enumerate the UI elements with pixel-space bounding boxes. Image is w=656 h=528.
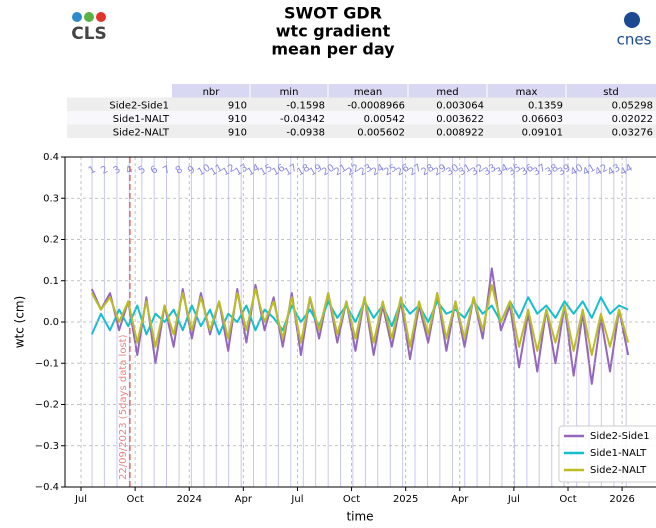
- cycle-label: 9: [186, 164, 197, 177]
- table-cell: Side2-Side1: [109, 100, 169, 111]
- table-cell: -0.04342: [280, 114, 325, 125]
- x-tick-label: 2024: [177, 494, 202, 505]
- table-cell: Side1-NALT: [113, 114, 170, 125]
- logo-dot: [84, 12, 94, 22]
- cycle-label: 6: [149, 164, 160, 177]
- table-header: std: [603, 87, 618, 98]
- table-header-bg: [172, 84, 656, 98]
- chart-title: mean per day: [271, 40, 395, 59]
- legend-label: Side1-NALT: [590, 448, 647, 459]
- table-cell: -0.0008966: [347, 100, 405, 111]
- table-row-bg: [67, 97, 656, 111]
- chart-title: wtc gradient: [276, 22, 391, 41]
- table-cell: 0.005602: [357, 127, 405, 138]
- table-cell: 0.1359: [528, 100, 563, 111]
- y-tick-label: 0.0: [43, 317, 59, 328]
- cycle-label: 44: [618, 162, 635, 178]
- cycle-label: 2: [99, 164, 110, 177]
- x-tick-label: Apr: [451, 494, 469, 505]
- table-cell: 910: [228, 114, 247, 125]
- y-tick-label: 0.2: [43, 235, 59, 246]
- x-tick-label: Jul: [507, 494, 520, 505]
- table-cell: -0.1598: [286, 100, 325, 111]
- table-cell: -0.0938: [286, 127, 325, 138]
- table-cell: 0.003622: [436, 114, 484, 125]
- table-header: nbr: [203, 87, 221, 98]
- legend-label: Side2-Side1: [590, 431, 650, 442]
- cycle-label: 5: [137, 164, 148, 177]
- series-line: [90, 296, 629, 336]
- table-cell: 0.003064: [436, 100, 484, 111]
- plot-area: 1234567891011121314151617181920212223242…: [87, 157, 635, 487]
- cycle-label: 1: [87, 164, 98, 177]
- plot-frame: [64, 156, 656, 488]
- y-tick-label: 0.4: [43, 152, 59, 163]
- table-header: min: [280, 87, 299, 98]
- cycle-label: 8: [174, 164, 185, 177]
- x-tick-label: 2025: [393, 494, 418, 505]
- y-tick-label: −0.3: [35, 441, 59, 452]
- logo-mark: [624, 12, 640, 28]
- table-cell: 0.00542: [364, 114, 405, 125]
- x-tick-label: Oct: [559, 494, 576, 505]
- table-row-bg: [67, 111, 656, 125]
- y-tick-label: 0.1: [43, 276, 59, 287]
- table-cell: 0.008922: [436, 127, 484, 138]
- cycle-label: 3: [112, 164, 123, 177]
- table-cell: 0.05298: [612, 100, 653, 111]
- table-row-bg: [67, 124, 656, 138]
- table-header: max: [516, 87, 538, 98]
- event-label: 22/09/2023 (5days data lost): [118, 334, 129, 480]
- logo-dot: [96, 12, 106, 22]
- y-tick-label: −0.4: [35, 482, 59, 493]
- y-tick-label: −0.2: [35, 400, 59, 411]
- legend-box: [558, 425, 656, 483]
- chart-title: SWOT GDR: [284, 4, 382, 23]
- logo-dot: [72, 12, 82, 22]
- x-axis-label: time: [346, 510, 373, 524]
- table-cell: 0.02022: [612, 114, 653, 125]
- table-cell: 0.06603: [522, 114, 563, 125]
- y-axis-label: wtc (cm): [13, 296, 27, 349]
- y-tick-label: 0.3: [43, 193, 59, 204]
- x-tick-label: Oct: [343, 494, 360, 505]
- series-line: [90, 283, 630, 356]
- table-cell: 910: [228, 127, 247, 138]
- cycle-label: 7: [161, 164, 172, 177]
- y-tick-label: −0.1: [35, 358, 59, 369]
- table-cell: 0.03276: [612, 127, 653, 138]
- x-tick-label: Jul: [290, 494, 303, 505]
- x-tick-label: Apr: [235, 494, 253, 505]
- legend-label: Side2-NALT: [590, 465, 647, 476]
- logo-cnes: cnes: [617, 12, 652, 49]
- table-cell: Side2-NALT: [113, 127, 170, 138]
- table-header: mean: [354, 87, 382, 98]
- table-cell: 910: [228, 100, 247, 111]
- table-cell: 0.09101: [522, 127, 563, 138]
- table-header: med: [436, 87, 458, 98]
- logo-text: cnes: [617, 31, 652, 49]
- x-tick-label: Jul: [74, 494, 87, 505]
- logo-cls: CLS: [71, 12, 107, 44]
- series-line: [90, 267, 630, 385]
- x-tick-label: 2026: [609, 494, 634, 505]
- x-tick-label: Oct: [126, 494, 143, 505]
- logo-text: CLS: [71, 24, 107, 44]
